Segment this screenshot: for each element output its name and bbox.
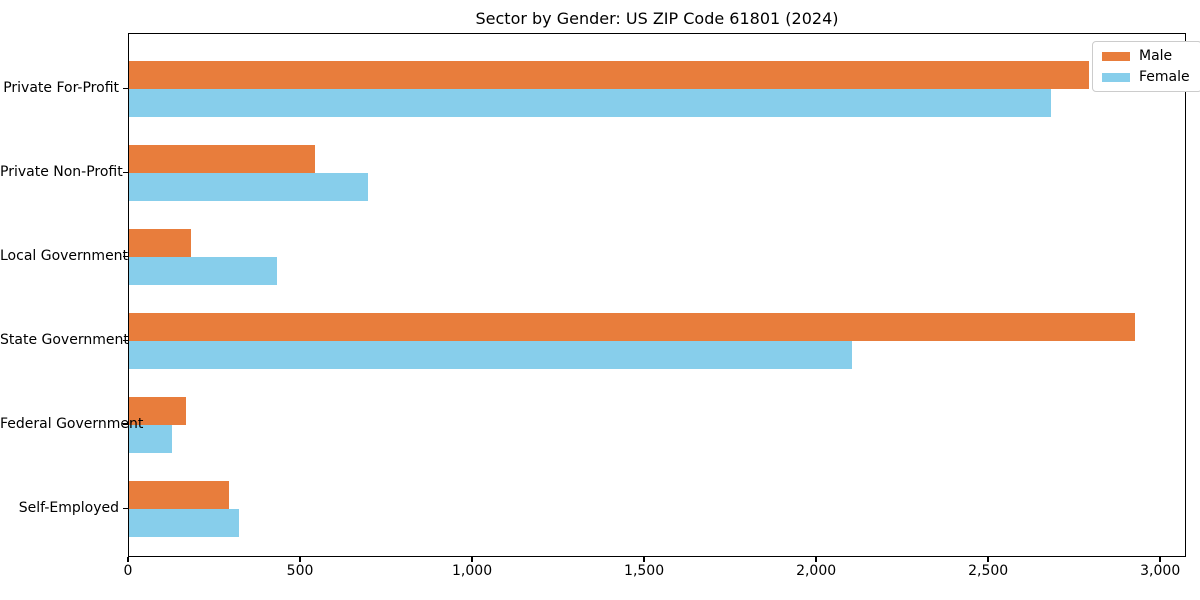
x-tick-mark <box>1159 557 1161 562</box>
bar-female-state-government <box>129 341 852 369</box>
y-tick-label-private-non-profit: Private Non-Profit <box>0 164 123 180</box>
x-tick-label-1500: 1,500 <box>624 563 665 579</box>
chart-title: Sector by Gender: US ZIP Code 61801 (202… <box>475 9 839 28</box>
y-tick-mark <box>123 423 128 425</box>
y-tick-label-local-government: Local Government <box>0 248 129 264</box>
y-tick-mark <box>123 339 128 341</box>
x-tick-mark <box>987 557 989 562</box>
x-tick-mark <box>127 557 129 562</box>
x-tick-mark <box>643 557 645 562</box>
legend-swatch-female <box>1102 72 1130 82</box>
x-tick-label-2000: 2,000 <box>796 563 837 579</box>
x-tick-mark <box>299 557 301 562</box>
x-tick-label-1000: 1,000 <box>452 563 493 579</box>
x-tick-mark <box>815 557 817 562</box>
x-tick-mark <box>471 557 473 562</box>
plot-area <box>128 33 1186 557</box>
y-tick-label-state-government: State Government <box>0 332 129 348</box>
y-tick-mark <box>123 87 128 89</box>
bar-male-local-government <box>129 229 191 257</box>
y-tick-mark <box>123 507 128 509</box>
legend-entry-male: Male <box>1102 49 1190 63</box>
legend-entry-female: Female <box>1102 70 1190 84</box>
legend-swatch-male <box>1102 51 1130 61</box>
bar-male-private-for-profit <box>129 61 1089 89</box>
bar-female-self-employed <box>129 509 240 537</box>
y-tick-label-federal-government: Federal Government <box>0 416 144 432</box>
bar-female-private-non-profit <box>129 173 369 201</box>
bar-male-private-non-profit <box>129 145 315 173</box>
bar-male-state-government <box>129 313 1136 341</box>
legend-label-female: Female <box>1139 69 1190 85</box>
legend: Male Female <box>1092 41 1200 92</box>
x-tick-label-0: 0 <box>123 563 133 579</box>
y-tick-mark <box>123 255 128 257</box>
y-tick-mark <box>123 171 128 173</box>
bar-male-self-employed <box>129 481 229 509</box>
legend-label-male: Male <box>1139 48 1173 64</box>
y-tick-label-self-employed: Self-Employed <box>18 500 119 516</box>
bar-female-private-for-profit <box>129 89 1052 117</box>
y-tick-label-private-for-profit: Private For-Profit <box>3 80 119 96</box>
bar-male-federal-government <box>129 397 186 425</box>
x-tick-label-2500: 2,500 <box>968 563 1009 579</box>
x-tick-label-3000: 3,000 <box>1140 563 1181 579</box>
x-tick-label-500: 500 <box>286 563 314 579</box>
bar-female-local-government <box>129 257 277 285</box>
bar-female-federal-government <box>129 425 172 453</box>
